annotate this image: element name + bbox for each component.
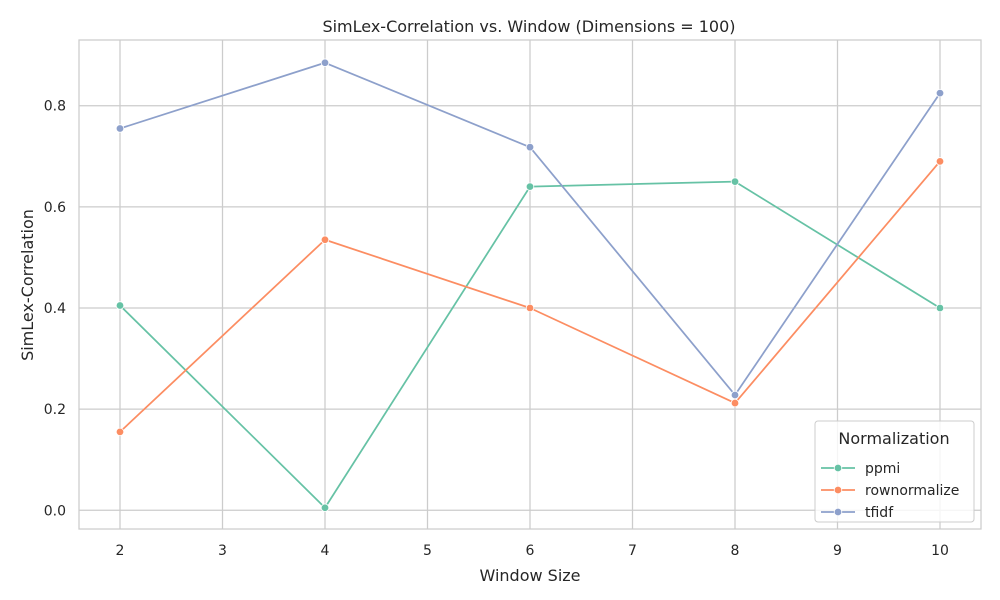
series-ppmi xyxy=(115,177,945,512)
chart-title: SimLex-Correlation vs. Window (Dimension… xyxy=(322,17,735,36)
x-axis-title: Window Size xyxy=(479,566,580,585)
legend-item-tfidf: tfidf xyxy=(821,505,894,521)
legend-title: Normalization xyxy=(838,429,949,448)
data-point-tfidf xyxy=(115,124,125,133)
x-tick-label: 6 xyxy=(526,543,535,559)
series-rownormalize xyxy=(115,157,945,437)
legend-swatch-marker xyxy=(833,463,843,473)
y-tick-label: 0.0 xyxy=(44,503,66,519)
plot-frame xyxy=(78,39,982,530)
data-point-ppmi xyxy=(935,303,945,313)
y-tick-label: 0.2 xyxy=(44,402,66,418)
data-point-ppmi xyxy=(320,503,330,512)
y-tick-label: 0.6 xyxy=(44,200,66,216)
series xyxy=(115,58,945,512)
data-point-rownormalize xyxy=(115,427,125,437)
legend: Normalization ppmi rownormalize tfidf xyxy=(814,420,975,523)
legend-box xyxy=(814,420,975,523)
x-tick-label: 7 xyxy=(628,543,637,559)
legend-label: tfidf xyxy=(865,505,894,521)
data-point-tfidf xyxy=(525,143,535,152)
data-point-rownormalize xyxy=(525,303,535,313)
y-tick-labels: 0.0 0.2 0.4 0.6 0.8 xyxy=(44,99,66,520)
series-tfidf xyxy=(115,58,945,400)
x-tick-labels: 2 3 4 5 6 7 8 9 10 xyxy=(116,543,949,559)
x-tick-label: 10 xyxy=(931,543,949,559)
y-axis-title: SimLex-Correlation xyxy=(18,209,37,361)
x-tick-label: 8 xyxy=(731,543,740,559)
data-point-tfidf xyxy=(320,58,330,67)
legend-swatch-marker xyxy=(833,507,843,517)
x-tick-label: 2 xyxy=(116,543,125,559)
data-point-ppmi xyxy=(730,177,740,186)
data-point-rownormalize xyxy=(730,398,740,408)
data-point-tfidf xyxy=(730,390,740,400)
legend-label: ppmi xyxy=(865,461,900,477)
legend-item-rownormalize: rownormalize xyxy=(821,483,959,499)
data-point-rownormalize xyxy=(935,157,945,166)
y-tick-label: 0.8 xyxy=(44,99,66,115)
legend-item-ppmi: ppmi xyxy=(821,461,900,477)
legend-label: rownormalize xyxy=(865,483,959,499)
x-tick-label: 5 xyxy=(423,543,432,559)
data-point-tfidf xyxy=(935,88,945,98)
legend-items: ppmi rownormalize tfidf xyxy=(821,461,959,521)
legend-swatch-marker xyxy=(833,485,843,495)
y-tick-label: 0.4 xyxy=(44,301,66,317)
data-point-ppmi xyxy=(525,182,535,191)
x-tick-label: 4 xyxy=(321,543,330,559)
data-point-rownormalize xyxy=(320,235,330,244)
data-point-ppmi xyxy=(115,301,125,310)
x-tick-label: 3 xyxy=(218,543,227,559)
x-tick-label: 9 xyxy=(833,543,842,559)
